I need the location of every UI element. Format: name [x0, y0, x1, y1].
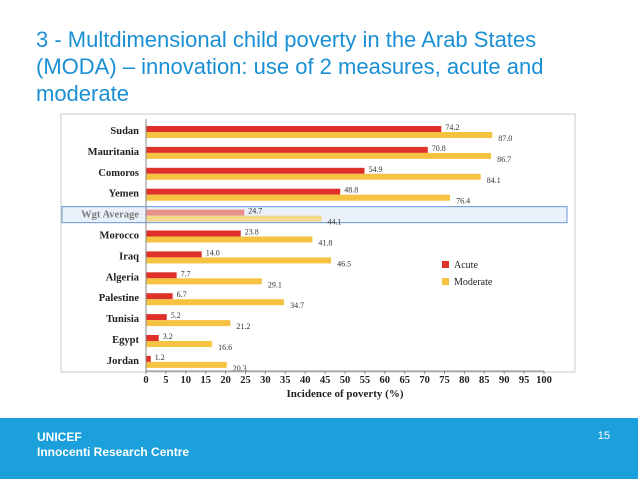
label-moderate-wgt-average: 44.1	[328, 218, 342, 227]
bar-moderate-comoros	[146, 173, 481, 180]
bar-moderate-tunisia	[146, 320, 231, 327]
bar-acute-yemen	[146, 188, 341, 195]
x-tick-label-25: 25	[240, 375, 251, 386]
label-acute-morocco: 23.8	[245, 228, 259, 237]
label-acute-algeria: 7.7	[181, 269, 191, 278]
category-label-yemen: Yemen	[109, 189, 139, 200]
category-label-iraq: Iraq	[119, 251, 139, 262]
slide-title: 3 - Multdimensional child poverty in the…	[36, 27, 544, 106]
bar-acute-comoros	[146, 167, 365, 174]
legend-label-moderate: Moderate	[454, 277, 493, 288]
x-tick-label-55: 55	[360, 375, 371, 386]
x-tick-label-65: 65	[399, 375, 410, 386]
x-tick-label-50: 50	[340, 375, 351, 386]
label-acute-sudan: 74.2	[445, 123, 459, 132]
bar-moderate-mauritania	[146, 152, 492, 159]
label-moderate-egypt: 16.6	[218, 343, 232, 352]
label-acute-tunisia: 5.2	[171, 311, 181, 320]
bar-moderate-morocco	[146, 236, 313, 243]
x-tick-label-15: 15	[200, 375, 211, 386]
x-tick-label-40: 40	[300, 375, 311, 386]
legend-swatch-acute	[442, 261, 449, 268]
category-label-mauritania: Mauritania	[88, 147, 140, 158]
label-moderate-palestine: 34.7	[290, 301, 304, 310]
legend-swatch-moderate	[442, 278, 449, 285]
category-label-comoros: Comoros	[98, 168, 139, 179]
label-moderate-jordan: 20.3	[233, 364, 247, 373]
bar-acute-sudan	[146, 126, 442, 132]
bar-acute-morocco	[146, 230, 241, 237]
category-label-wgt-average: Wgt Average	[81, 210, 139, 221]
category-label-egypt: Egypt	[112, 335, 139, 346]
label-acute-wgt-average: 24.7	[248, 207, 262, 216]
x-tick-label-70: 70	[419, 375, 430, 386]
x-axis-title: Incidence of poverty (%)	[286, 388, 403, 400]
page-number: 15	[597, 430, 610, 442]
bar-moderate-jordan	[146, 361, 227, 368]
x-tick-label-0: 0	[143, 375, 148, 386]
org-name: UNICEF	[37, 430, 82, 444]
bar-moderate-wgt-average	[146, 215, 322, 222]
bar-acute-iraq	[146, 251, 202, 258]
bar-acute-palestine	[146, 293, 173, 300]
x-tick-label-80: 80	[459, 375, 470, 386]
bar-acute-egypt	[146, 335, 159, 341]
bar-moderate-iraq	[146, 257, 332, 264]
label-moderate-algeria: 29.1	[268, 280, 282, 289]
label-acute-jordan: 1.2	[155, 353, 165, 362]
x-tick-label-10: 10	[181, 375, 192, 386]
x-tick-label-95: 95	[519, 375, 530, 386]
x-tick-label-90: 90	[499, 375, 510, 386]
x-tick-label-100: 100	[536, 375, 552, 386]
label-acute-comoros: 54.9	[369, 165, 383, 174]
category-label-tunisia: Tunisia	[106, 314, 140, 325]
bar-acute-wgt-average	[146, 209, 245, 216]
label-acute-iraq: 14.0	[206, 248, 220, 257]
category-label-sudan: Sudan	[110, 126, 139, 137]
x-tick-label-85: 85	[479, 375, 490, 386]
x-tick-label-30: 30	[260, 375, 271, 386]
label-acute-yemen: 48.8	[344, 186, 358, 195]
label-moderate-tunisia: 21.2	[236, 322, 250, 331]
bar-moderate-palestine	[146, 299, 285, 306]
label-acute-egypt: 3.2	[163, 332, 173, 341]
bar-moderate-algeria	[146, 278, 262, 285]
label-acute-mauritania: 70.8	[432, 144, 446, 153]
x-tick-label-60: 60	[380, 375, 391, 386]
bar-acute-jordan	[146, 355, 151, 362]
label-moderate-comoros: 84.1	[487, 176, 501, 185]
bar-moderate-sudan	[146, 132, 493, 138]
label-moderate-mauritania: 86.7	[497, 155, 511, 164]
x-tick-label-75: 75	[439, 375, 450, 386]
category-label-algeria: Algeria	[106, 272, 140, 283]
bar-acute-tunisia	[146, 314, 167, 321]
x-tick-label-45: 45	[320, 375, 331, 386]
label-acute-palestine: 6.7	[177, 290, 187, 299]
bar-moderate-yemen	[146, 194, 451, 201]
category-label-jordan: Jordan	[107, 356, 139, 367]
category-label-palestine: Palestine	[99, 293, 140, 304]
x-tick-label-35: 35	[280, 375, 291, 386]
org-subname: Innocenti Research Centre	[37, 445, 190, 459]
bar-acute-mauritania	[146, 146, 428, 153]
label-moderate-yemen: 76.4	[456, 197, 470, 206]
footer-band: UNICEF Innocenti Research Centre 15	[0, 418, 638, 479]
x-tick-label-20: 20	[220, 375, 231, 386]
label-moderate-iraq: 46.5	[337, 259, 351, 268]
legend-label-acute: Acute	[454, 260, 478, 271]
bar-moderate-egypt	[146, 341, 213, 347]
bar-acute-algeria	[146, 272, 177, 279]
category-label-morocco: Morocco	[100, 231, 139, 242]
label-moderate-morocco: 41.8	[318, 239, 332, 248]
x-tick-label-5: 5	[163, 375, 168, 386]
label-moderate-sudan: 87.0	[498, 134, 512, 143]
